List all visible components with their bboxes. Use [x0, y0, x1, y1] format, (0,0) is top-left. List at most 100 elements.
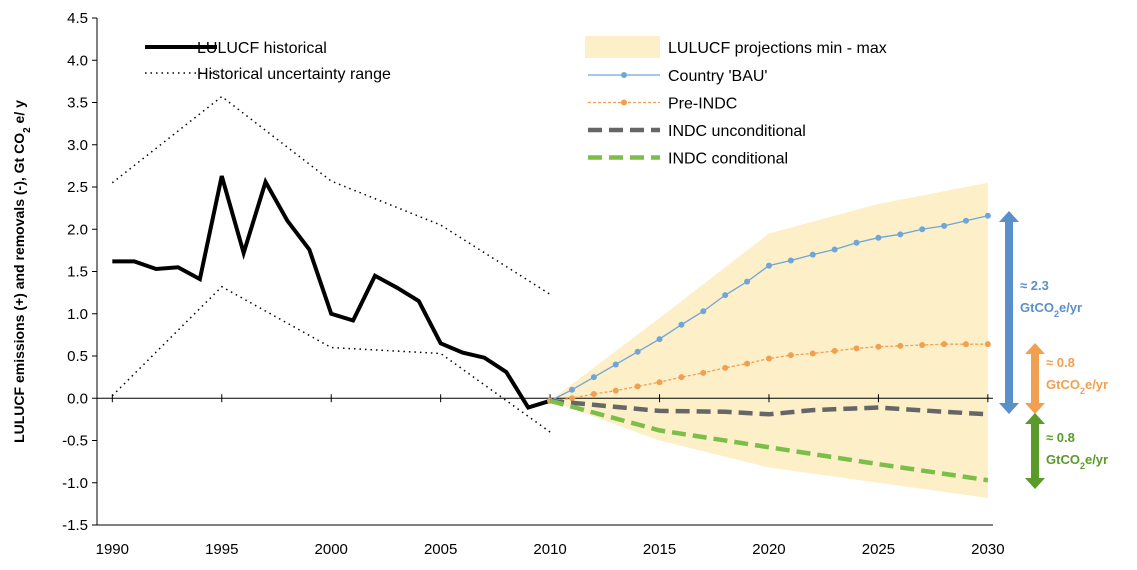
point	[700, 308, 707, 315]
arrows	[999, 211, 1045, 489]
annotation-label: ≈ 0.8	[1046, 430, 1075, 445]
series-line	[549, 398, 988, 417]
annotation-unit: GtCO2e/yr	[1046, 377, 1108, 396]
point	[634, 348, 641, 355]
arrow-head	[1025, 478, 1045, 489]
annotation-unit-part: 2	[1054, 309, 1059, 319]
y-tick-label: 4.0	[67, 52, 88, 69]
y-tick-label: 2.5	[67, 179, 88, 196]
point	[941, 341, 948, 348]
y-tick-label: 2.0	[67, 221, 88, 238]
x-tick-label: 2000	[315, 541, 348, 558]
point	[787, 257, 794, 264]
y-tick-label: 1.5	[67, 264, 88, 281]
point	[787, 352, 794, 359]
series-line	[112, 175, 551, 410]
point	[962, 217, 969, 224]
y-tick-label: 0.5	[67, 348, 88, 365]
point	[809, 251, 816, 258]
annotation-unit-part: e/yr	[1085, 377, 1108, 392]
point	[612, 361, 619, 368]
point	[765, 262, 772, 269]
point	[831, 246, 838, 253]
point	[984, 212, 991, 219]
annotation-unit-part: 2	[1080, 461, 1085, 471]
y-axis-label-part: LULUCF emissions (+) and removals (-), G…	[11, 133, 27, 443]
point	[722, 364, 729, 371]
point	[656, 379, 663, 386]
point	[700, 369, 707, 376]
arrow-head	[1025, 413, 1045, 424]
x-tick-label: 2020	[752, 541, 785, 558]
point	[722, 292, 729, 299]
point	[897, 231, 904, 238]
point	[612, 387, 619, 394]
point	[568, 395, 575, 402]
uncertainty-line	[111, 95, 551, 295]
legend-label: Historical uncertainty range	[197, 66, 391, 83]
point	[765, 355, 772, 362]
annotation-unit-part: 2	[1080, 386, 1085, 396]
y-tick-label: -1.5	[62, 517, 88, 534]
legend-marker	[621, 99, 627, 106]
x-tick-label: 2005	[424, 541, 457, 558]
point	[568, 386, 575, 393]
point	[984, 341, 991, 348]
annotation-label: ≈ 0.8	[1046, 355, 1075, 370]
y-tick-label: -0.5	[62, 433, 88, 450]
annotation-unit: GtCO2e/yr	[1046, 452, 1108, 471]
point	[831, 347, 838, 354]
annotation-unit-part: GtCO	[1046, 377, 1080, 392]
point	[590, 374, 597, 381]
point	[678, 374, 685, 381]
x-tick-label: 2025	[862, 541, 895, 558]
point	[809, 350, 816, 357]
point	[897, 342, 904, 349]
y-axis-label-part: e/ y	[11, 100, 27, 127]
point	[853, 239, 860, 246]
x-tick-label: 2010	[533, 541, 566, 558]
y-tick-label: 3.5	[67, 95, 88, 112]
y-tick-label: 4.5	[67, 10, 88, 27]
x-tick-label: 2015	[643, 541, 676, 558]
legend-label: Pre-INDC	[668, 96, 737, 113]
y-axis-label-part: 2	[22, 127, 33, 133]
point	[678, 321, 685, 328]
y-tick-label: 3.0	[67, 137, 88, 154]
point	[656, 336, 663, 343]
annotation-label: ≈ 2.3	[1020, 278, 1049, 293]
legend-label: Country 'BAU'	[668, 68, 767, 85]
legend-label: INDC unconditional	[668, 123, 806, 140]
series-line	[549, 398, 989, 483]
arrow-head	[999, 403, 1019, 414]
point	[875, 234, 882, 241]
arrow-head	[999, 211, 1019, 222]
annotation-unit: GtCO2e/yr	[1020, 300, 1082, 319]
arrow-head	[1025, 343, 1045, 354]
annotation-unit-part: GtCO	[1020, 300, 1054, 315]
point	[590, 391, 597, 398]
x-tick-label: 1995	[205, 541, 238, 558]
x-tick-label: 1990	[96, 541, 129, 558]
y-tick-label: 1.0	[67, 306, 88, 323]
point	[744, 360, 751, 367]
arrow-head	[1025, 403, 1045, 414]
point	[919, 342, 926, 349]
y-tick-label: -1.0	[62, 475, 88, 492]
point	[941, 222, 948, 229]
point	[962, 341, 969, 348]
point	[919, 226, 926, 233]
annotation-unit-part: e/yr	[1059, 300, 1082, 315]
point	[853, 345, 860, 352]
point	[634, 383, 641, 390]
annotation-unit-part: GtCO	[1046, 452, 1080, 467]
point	[744, 278, 751, 285]
legend-swatch	[585, 36, 660, 58]
annotation-unit-part: e/yr	[1085, 452, 1108, 467]
legend-label: LULUCF projections min - max	[668, 40, 887, 57]
projection-band	[550, 182, 988, 498]
legend-marker	[621, 72, 627, 78]
y-axis-label: LULUCF emissions (+) and removals (-), G…	[11, 100, 33, 443]
x-tick-label: 2030	[971, 541, 1004, 558]
